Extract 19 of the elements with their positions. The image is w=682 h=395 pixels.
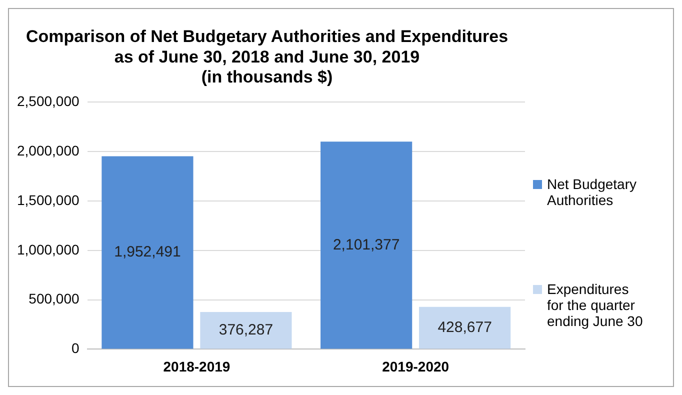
legend-label: Net Budgetary Authorities (547, 176, 638, 208)
bar (320, 142, 412, 349)
bar (102, 156, 194, 349)
legend-label: Expenditures for the quarter ending June 30 (547, 281, 644, 330)
chart-title: Comparison of Net Budgetary Authorities and Expenditures as of June 30, 2018 and June 30, 2019 (in thousands $) (26, 26, 508, 87)
x-tick-label: 2019-2020 (382, 358, 450, 374)
y-tick-label: 1,500,000 (16, 192, 80, 208)
x-tick-label: 2018-2019 (163, 358, 230, 374)
y-tick-label: 2,500,000 (16, 93, 80, 110)
data-label: 2,101,377 (332, 236, 400, 254)
y-tick-label: 2,000,000 (16, 142, 80, 158)
bar (200, 312, 292, 349)
y-tick-label: 0 (71, 340, 80, 356)
data-label: 376,287 (218, 322, 274, 338)
bar (419, 306, 511, 349)
data-label: 1,952,491 (114, 244, 181, 261)
y-tick-label: 500,000 (28, 290, 80, 307)
y-tick-label: 1,000,000 (16, 241, 80, 258)
data-label: 428,677 (438, 318, 492, 336)
